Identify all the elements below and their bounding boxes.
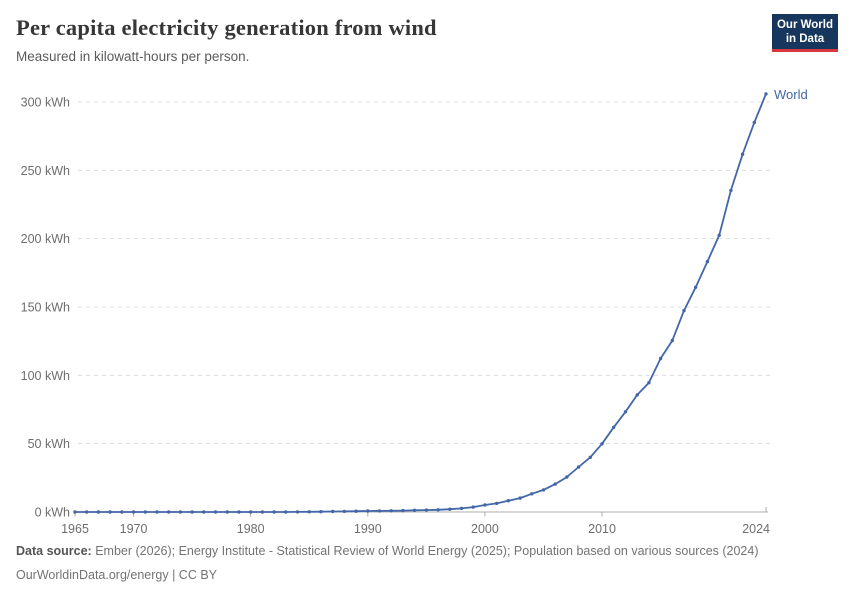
data-point [670,338,674,343]
data-point [120,510,124,514]
data-point [752,120,756,125]
data-point [623,410,628,414]
footer-note: OurWorldinData.org/energy | CC BY [16,567,218,582]
x-axis-tick-label: 2010 [588,522,616,536]
data-point [436,508,440,512]
data-point [682,308,686,313]
data-point [307,510,311,514]
data-point [260,510,265,514]
y-axis-label: 50 kWh [28,437,70,451]
data-point [96,510,101,514]
data-point [108,510,112,514]
data-point [354,509,358,513]
data-point [202,510,206,514]
y-axis-label: 100 kWh [21,369,70,383]
data-point [483,503,487,507]
data-point [342,509,347,514]
data-point [424,508,429,512]
data-point [729,188,733,193]
data-point [377,509,382,513]
data-point [530,492,534,496]
data-point [705,259,710,264]
data-point [319,510,323,514]
x-axis-tick-label: 1980 [237,522,265,536]
data-point [541,488,546,492]
x-axis-tick-label: 1970 [120,522,148,536]
data-point [576,465,581,469]
data-point [331,509,335,514]
owid-logo[interactable]: Our World in Data [772,14,838,52]
logo-line-2: in Data [785,33,825,45]
y-axis-label: 300 kWh [21,96,70,110]
y-axis-label: 250 kWh [21,164,70,178]
data-point [401,508,405,513]
x-axis-tick-label: 1965 [61,522,89,536]
data-point [518,496,522,500]
data-point [225,510,229,514]
x-axis-tick-label: 1990 [354,522,382,536]
x-axis-tick-label: 2024 [742,522,770,536]
data-point [272,510,276,514]
series-label-world[interactable]: World [774,87,808,102]
logo-line-1: Our World [776,19,833,31]
data-point [190,510,194,514]
data-source-line: Data source: Ember (2026); Energy Instit… [16,540,834,564]
chart-subtitle: Measured in kilowatt-hours per person. [16,49,250,64]
data-source-label: Data source: [16,544,92,558]
data-point [366,509,370,513]
series-line-world[interactable] [73,92,768,514]
data-point [448,507,452,511]
data-point [237,510,241,514]
chart-footer: Data source: Ember (2026); Energy Instit… [16,540,834,588]
page-title: Per capita electricity generation from w… [16,15,437,40]
data-point [506,499,510,503]
x-axis-tick-label: 2000 [471,522,499,536]
data-point [85,510,89,514]
data-point [412,508,417,512]
data-point [658,356,663,361]
data-point [143,510,147,514]
data-point [764,92,768,96]
data-point [612,425,616,429]
data-point [717,233,721,237]
data-point [389,509,393,513]
data-point [249,510,253,514]
data-point [471,505,475,509]
data-point [647,381,651,385]
data-point [635,393,639,397]
data-point [167,510,171,514]
data-point [178,510,183,514]
data-point [494,501,499,506]
data-point [155,510,159,514]
data-point [588,455,592,459]
data-point [600,442,604,446]
data-point [131,510,136,514]
y-axis-label: 0 kWh [35,506,70,520]
data-point [73,510,77,514]
data-point [740,152,745,156]
y-axis-label: 200 kWh [21,232,70,246]
data-point [295,510,300,514]
data-point [553,482,557,486]
data-source-text: Ember (2026); Energy Institute - Statist… [91,544,759,558]
data-point [565,475,569,479]
data-point [284,510,288,514]
data-line [74,93,767,513]
data-point [694,285,698,289]
y-axis-label: 150 kWh [21,301,70,315]
data-point [213,510,218,514]
data-point [459,506,464,511]
